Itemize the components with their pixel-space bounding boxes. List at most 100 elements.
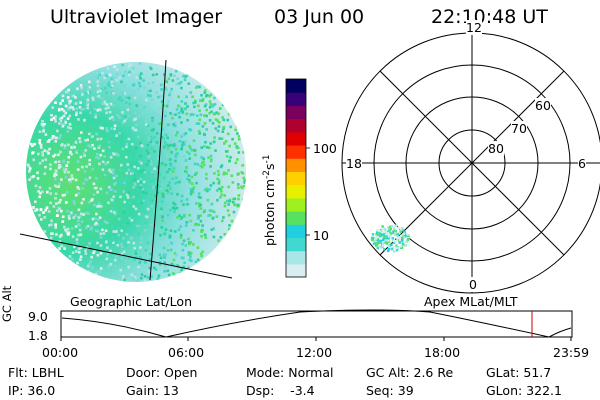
- uv-speckle: [125, 171, 129, 175]
- uv-speckle: [123, 119, 126, 123]
- uv-speckle: [236, 203, 240, 207]
- uv-speckle: [216, 129, 220, 133]
- uv-speckle: [203, 122, 207, 125]
- uv-speckle: [236, 158, 239, 161]
- uv-speckle: [117, 142, 120, 145]
- uv-speckle: [133, 182, 137, 185]
- uv-speckle: [180, 256, 184, 260]
- uv-speckle: [168, 158, 172, 161]
- uv-speckle: [54, 226, 57, 229]
- uv-speckle: [186, 74, 189, 77]
- uv-speckle: [198, 99, 202, 102]
- uv-speckle: [169, 187, 172, 190]
- uv-speckle: [93, 107, 97, 111]
- uv-speckle: [91, 217, 95, 221]
- uv-speckle: [54, 140, 58, 143]
- uv-speckle: [103, 76, 106, 80]
- auroral-speckle: [400, 246, 404, 249]
- uv-speckle: [118, 96, 122, 99]
- uv-speckle: [123, 91, 127, 95]
- uv-speckle: [151, 81, 155, 84]
- uv-speckle: [96, 152, 99, 156]
- uv-speckle: [107, 265, 110, 269]
- uv-speckle: [36, 177, 40, 180]
- uv-speckle: [108, 146, 111, 149]
- uv-speckle: [50, 113, 53, 117]
- uv-speckle: [51, 135, 55, 138]
- auroral-speckle: [404, 244, 407, 247]
- uv-speckle: [83, 118, 86, 122]
- uv-speckle: [80, 212, 83, 216]
- uv-speckle: [89, 206, 92, 209]
- uv-speckle: [140, 201, 143, 205]
- uv-speckle: [143, 157, 147, 161]
- uv-speckle: [167, 184, 170, 187]
- uv-speckle: [137, 224, 141, 228]
- colorbar-segment: [286, 145, 306, 159]
- auroral-speckle: [400, 236, 403, 240]
- uv-speckle: [199, 113, 203, 117]
- uv-speckle: [185, 198, 189, 201]
- uv-speckle: [229, 125, 233, 129]
- uv-speckle: [155, 238, 159, 241]
- uv-speckle: [177, 228, 181, 231]
- uv-speckle: [244, 178, 246, 182]
- uv-speckle: [67, 108, 70, 112]
- uv-speckle: [144, 106, 148, 110]
- uv-speckle: [233, 203, 236, 207]
- uv-speckle: [226, 118, 230, 122]
- uv-speckle: [80, 88, 84, 92]
- auroral-speckle: [393, 250, 396, 253]
- uv-speckle: [210, 228, 214, 231]
- uv-speckle: [93, 217, 97, 220]
- uv-speckle: [199, 214, 202, 217]
- uv-speckle: [131, 95, 135, 98]
- uv-speckle: [134, 207, 138, 211]
- uv-speckle: [111, 236, 114, 239]
- uv-speckle: [188, 180, 192, 184]
- uv-speckle: [109, 210, 113, 213]
- uv-speckle: [140, 276, 143, 280]
- uv-speckle: [76, 168, 80, 171]
- uv-speckle: [194, 101, 197, 104]
- uv-speckle: [216, 119, 219, 122]
- uv-speckle: [111, 174, 115, 178]
- uv-speckle: [74, 213, 77, 217]
- uv-speckle: [147, 160, 151, 163]
- uv-speckle: [54, 118, 57, 121]
- uv-speckle: [107, 81, 111, 85]
- uv-speckle: [163, 231, 167, 235]
- uv-speckle: [44, 133, 48, 136]
- uv-speckle: [40, 123, 44, 126]
- uv-speckle: [195, 122, 199, 125]
- uv-speckle: [138, 160, 141, 163]
- uv-speckle: [139, 77, 142, 80]
- uv-speckle: [187, 82, 191, 85]
- uv-speckle: [117, 217, 121, 221]
- uv-speckle: [133, 246, 136, 250]
- uv-speckle: [223, 171, 226, 174]
- uv-speckle: [223, 201, 227, 205]
- uv-speckle: [153, 135, 156, 139]
- uv-speckle: [135, 156, 138, 159]
- uv-speckle: [200, 156, 203, 159]
- uv-speckle: [82, 152, 86, 155]
- uv-speckle: [208, 94, 211, 98]
- colorbar-segment: [286, 158, 306, 172]
- uv-speckle: [183, 214, 186, 218]
- uv-speckle: [194, 153, 197, 157]
- uv-speckle: [58, 117, 62, 121]
- uv-speckle: [76, 241, 79, 245]
- uv-speckle: [171, 177, 175, 181]
- uv-speckle: [189, 192, 193, 196]
- uv-speckle: [227, 203, 230, 206]
- uv-speckle: [65, 90, 68, 94]
- uv-speckle: [207, 214, 210, 217]
- uv-speckle: [130, 273, 134, 277]
- uv-speckle: [191, 95, 194, 99]
- uv-speckle: [142, 199, 146, 203]
- auroral-speckle: [379, 239, 382, 243]
- uv-speckle: [180, 147, 184, 150]
- auroral-speckle: [398, 238, 402, 242]
- auroral-speckle: [387, 235, 391, 238]
